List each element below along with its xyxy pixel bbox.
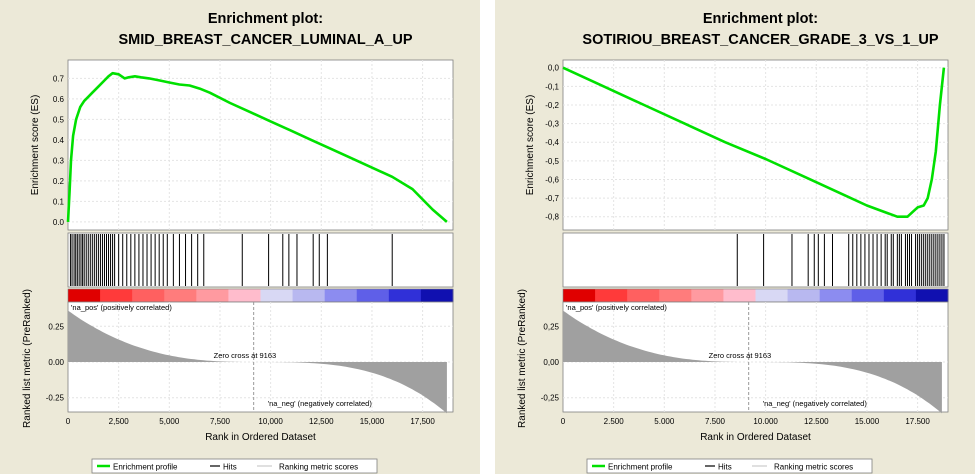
xtick-label: 12.500 [804, 417, 829, 426]
rank-color-band-segment [100, 289, 133, 302]
es-plot-area [562, 59, 949, 231]
es-ytick-label: 0.0 [53, 218, 65, 227]
ranking-metric-area [68, 310, 447, 414]
es-ytick-label: 0.5 [53, 115, 65, 124]
metric-ytick-label: 0,00 [543, 358, 559, 367]
metric-ytick-label: 0.25 [48, 322, 64, 331]
rank-color-band-segment [563, 289, 596, 302]
rank-color-band-segment [292, 289, 326, 302]
xtick-label: 10.000 [753, 417, 778, 426]
legend-hits-label: Hits [718, 463, 732, 472]
chart-title-line2: SOTIRIOU_BREAST_CANCER_GRADE_3_VS_1_UP [582, 32, 938, 48]
xtick-label: 0 [66, 417, 71, 426]
es-ytick-label: -0,5 [545, 157, 559, 166]
xtick-label: 15,000 [360, 417, 385, 426]
es-ylabel: Enrichment score (ES) [30, 95, 41, 196]
es-ylabel: Enrichment score (ES) [525, 95, 536, 196]
xtick-label: 7.500 [705, 417, 726, 426]
rank-color-band-segment [420, 289, 454, 302]
rank-color-band-segment [260, 289, 294, 302]
neg-correlated-label: 'na_neg' (negatively correlated) [268, 399, 373, 408]
es-ytick-label: 0.6 [53, 95, 65, 104]
rank-color-band-segment [595, 289, 628, 302]
rank-color-band-segment [883, 289, 917, 302]
es-plot-area [67, 59, 454, 231]
rank-color-band-segment [787, 289, 821, 302]
hits-area [562, 232, 949, 288]
legend-box [586, 458, 873, 474]
rank-color-band-segment [627, 289, 660, 302]
xtick-label: 12,500 [309, 417, 334, 426]
metric-ytick-label: 0,25 [543, 322, 559, 331]
chart-title-line2: SMID_BREAST_CANCER_LUMINAL_A_UP [118, 32, 412, 48]
enrichment-plot-left: Enrichment plot: SMID_BREAST_CANCER_LUMIN… [0, 0, 480, 474]
rank-color-band-segment [851, 289, 885, 302]
xtick-label: 0 [561, 417, 566, 426]
xtick-label: 17,500 [410, 417, 435, 426]
xlabel: Rank in Ordered Dataset [205, 432, 316, 443]
xtick-label: 10,000 [258, 417, 283, 426]
es-ytick-label: 0.2 [53, 177, 65, 186]
es-ytick-label: -0,4 [545, 138, 559, 147]
es-ytick-label: 0,0 [548, 64, 560, 73]
es-ytick-label: -0,3 [545, 120, 559, 129]
legend-hits-label: Hits [223, 463, 237, 472]
xtick-label: 7,500 [210, 417, 231, 426]
es-ytick-label: 0.4 [53, 136, 65, 145]
rank-color-band-segment [196, 289, 229, 302]
rank-color-band-segment [388, 289, 422, 302]
metric-ylabel: Ranked list metric (PreRanked) [517, 289, 528, 428]
xlabel: Rank in Ordered Dataset [700, 432, 811, 443]
xtick-label: 17.500 [905, 417, 930, 426]
xtick-label: 5.000 [654, 417, 675, 426]
es-ytick-label: -0,6 [545, 175, 559, 184]
rank-color-band-segment [691, 289, 724, 302]
es-ytick-label: 0.1 [53, 197, 65, 206]
es-ytick-label: -0,2 [545, 101, 559, 110]
legend-profile-label: Enrichment profile [113, 463, 178, 472]
zero-cross-label: Zero cross at 9163 [214, 351, 277, 360]
es-ytick-label: 0.7 [53, 74, 65, 83]
es-ytick-label: -0,7 [545, 194, 559, 203]
es-ytick-label: -0,8 [545, 213, 559, 222]
legend-box [91, 458, 378, 474]
rank-color-band-segment [164, 289, 197, 302]
metric-ylabel: Ranked list metric (PreRanked) [22, 289, 33, 428]
zero-cross-label: Zero cross at 9163 [709, 351, 772, 360]
xtick-label: 15.000 [855, 417, 880, 426]
legend-metric-label: Ranking metric scores [279, 463, 358, 472]
rank-color-band-segment [915, 289, 949, 302]
rank-color-band-segment [356, 289, 390, 302]
es-ytick-label: 0.3 [53, 156, 65, 165]
rank-color-band-segment [324, 289, 358, 302]
pos-correlated-label: 'na_pos' (positively correlated) [566, 303, 667, 312]
rank-color-band-segment [228, 289, 261, 302]
enrichment-profile-line [562, 66, 946, 218]
rank-color-band-segment [755, 289, 789, 302]
legend-profile-label: Enrichment profile [608, 463, 673, 472]
enrichment-plot-right: Enrichment plot: SOTIRIOU_BREAST_CANCER_G… [495, 0, 975, 474]
pos-correlated-label: 'na_pos' (positively correlated) [71, 303, 172, 312]
chart-svg: Enrichment plot: SMID_BREAST_CANCER_LUMIN… [22, 11, 454, 474]
enrichment-profile-line [66, 71, 448, 223]
metric-ytick-label: -0.25 [46, 394, 65, 403]
rank-color-band-segment [132, 289, 165, 302]
chart-title-line1: Enrichment plot: [208, 11, 323, 27]
ranking-metric-area [563, 310, 942, 414]
es-ytick-label: -0,1 [545, 82, 559, 91]
xtick-label: 2,500 [109, 417, 130, 426]
chart-title-line1: Enrichment plot: [703, 11, 818, 27]
rank-color-band-segment [659, 289, 692, 302]
legend-metric-label: Ranking metric scores [774, 463, 853, 472]
xtick-label: 5,000 [159, 417, 180, 426]
metric-ytick-label: -0,25 [541, 394, 560, 403]
rank-color-band-segment [68, 289, 101, 302]
hits-area [67, 232, 454, 288]
rank-color-band-segment [723, 289, 756, 302]
rank-color-band-segment [819, 289, 853, 302]
xtick-label: 2.500 [604, 417, 625, 426]
chart-svg: Enrichment plot: SOTIRIOU_BREAST_CANCER_G… [517, 11, 949, 474]
neg-correlated-label: 'na_neg' (negatively correlated) [763, 399, 868, 408]
metric-ytick-label: 0.00 [48, 358, 64, 367]
